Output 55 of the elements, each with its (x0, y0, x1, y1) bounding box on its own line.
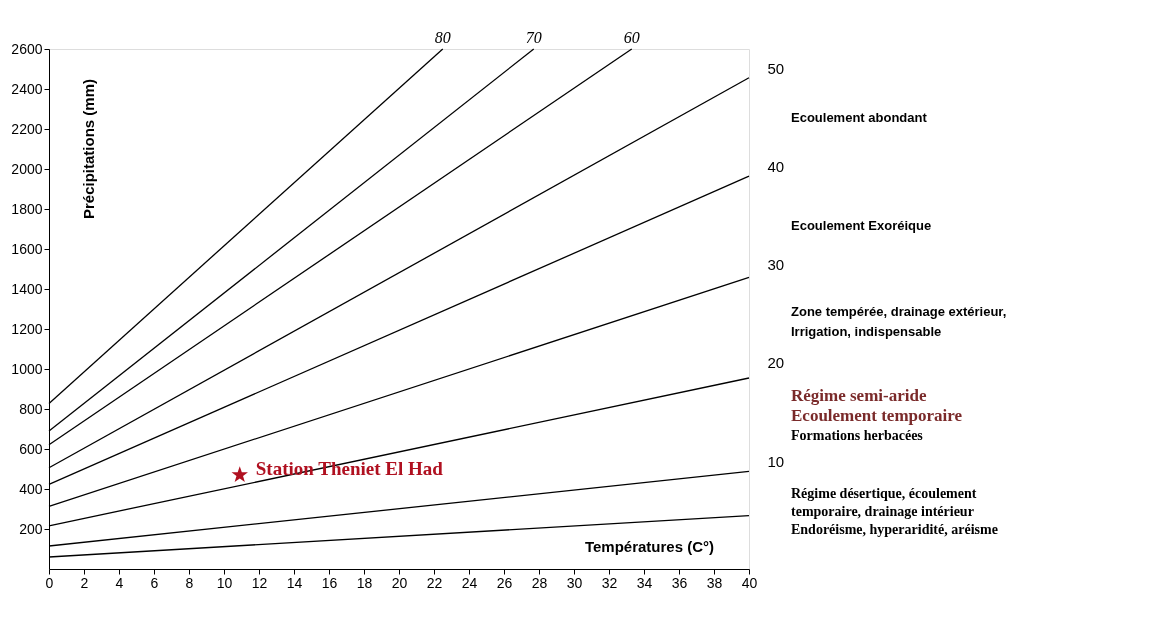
x-tick-label: 24 (461, 574, 478, 591)
x-tick-label: 12 (251, 574, 268, 591)
y-tick-label: 1400 (11, 280, 43, 297)
y-tick-label: 1200 (11, 320, 43, 337)
x-tick-label: 30 (566, 574, 583, 591)
x-tick-label: 32 (601, 574, 618, 591)
annotation: 60 (623, 29, 640, 46)
x-tick-label: 40 (741, 574, 758, 591)
y2-tick-label: 20 (767, 354, 785, 372)
text: Zone tempérée, drainage extérieur, (791, 303, 1007, 319)
x-tick-label: 4 (115, 574, 124, 591)
x-tick-label: 6 (150, 574, 159, 591)
y-tick-label: 2600 (11, 40, 43, 57)
x-tick-label: 14 (286, 574, 303, 591)
y-tick-label: 2200 (11, 120, 43, 137)
text: Endoréisme, hyperaridité, aréisme (791, 521, 998, 537)
annotation: 80 (434, 29, 451, 46)
x-tick-label: 10 (216, 574, 233, 591)
y-tick-label: 200 (19, 520, 43, 537)
x-axis-title: Températures (C°) (584, 538, 714, 555)
y-tick-label: 2000 (11, 160, 43, 177)
x-tick-label: 22 (426, 574, 443, 591)
text: Ecoulement temporaire (791, 405, 963, 425)
x-tick-label: 16 (321, 574, 338, 591)
y-tick-label: 600 (19, 440, 43, 457)
y-tick-label: 1600 (11, 240, 43, 257)
y-axis-title: Précipitations (mm) (80, 79, 97, 220)
text: Formations herbacées (791, 427, 924, 443)
y-tick-label: 1800 (11, 200, 43, 217)
x-tick-label: 28 (531, 574, 548, 591)
text: Ecoulement Exoréique (791, 217, 932, 233)
y2-tick-label: 10 (767, 452, 785, 470)
y2-tick-label: 50 (767, 60, 785, 78)
text: Régime désertique, écoulement (791, 486, 977, 502)
x-tick-label: 38 (706, 574, 723, 591)
y2-tick-label: 40 (767, 158, 785, 176)
annotation: 70 (525, 29, 542, 46)
y-tick-label: 800 (19, 400, 43, 417)
y-tick-label: 1000 (11, 360, 43, 377)
text: Régime semi-aride (791, 386, 927, 406)
y-tick-label: 400 (19, 480, 43, 497)
x-tick-label: 36 (671, 574, 688, 591)
series-label: Station Theniet El Had (255, 458, 444, 479)
text: temporaire, drainage intérieur (791, 504, 974, 520)
x-tick-label: 26 (496, 574, 513, 591)
y2-tick-label: 30 (767, 256, 785, 274)
x-tick-label: 8 (185, 574, 194, 591)
y-tick-label: 2400 (11, 80, 43, 97)
x-tick-label: 34 (636, 574, 653, 591)
x-tick-label: 2 (80, 574, 89, 591)
text: Irrigation, indispensable (791, 323, 942, 339)
x-tick-label: 20 (391, 574, 408, 591)
text: Ecoulement abondant (791, 109, 928, 125)
x-tick-label: 18 (356, 574, 373, 591)
x-tick-label: 0 (45, 574, 54, 591)
